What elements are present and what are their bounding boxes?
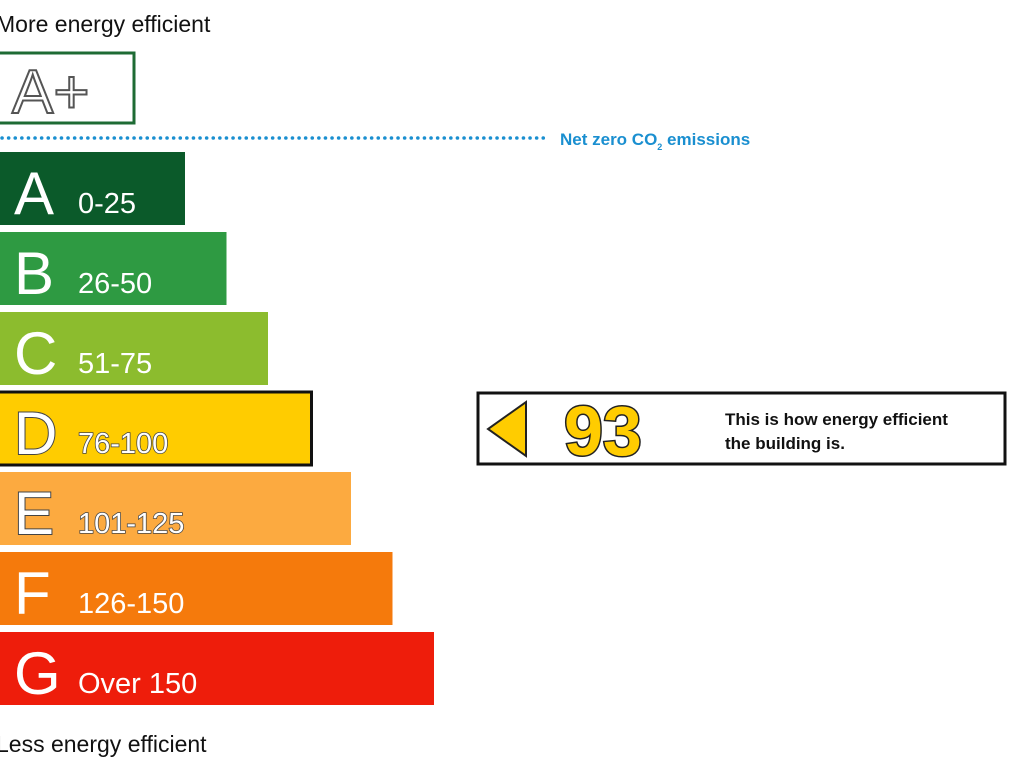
band-b-letter: B — [14, 240, 54, 307]
band-b-range: 26-50 — [78, 268, 152, 300]
band-a-range: 0-25 — [78, 188, 136, 220]
band-g-letter: G — [14, 640, 61, 707]
band-e-bar — [0, 472, 351, 545]
band-f-bar — [0, 552, 393, 625]
rating-caption-line2: the building is. — [725, 434, 845, 453]
rating-arrow-icon — [486, 400, 527, 458]
rating-indicator-box — [476, 391, 1007, 466]
band-f-range: 126-150 — [78, 588, 184, 620]
net-zero-text: Net zero CO — [560, 130, 657, 149]
band-g-bar — [0, 632, 434, 705]
band-a-letter: A — [14, 160, 54, 227]
rating-indicator: 93 This is how energy efficient the buil… — [476, 391, 1007, 472]
top-label: More energy efficient — [0, 11, 211, 37]
net-zero-subscript: 2 — [657, 142, 662, 152]
bottom-label: Less energy efficient — [0, 731, 207, 757]
band-c-range: 51-75 — [78, 348, 152, 380]
band-d-letter: D — [14, 400, 57, 467]
band-a-bar — [0, 152, 185, 225]
band-d-bar — [0, 390, 313, 467]
band-e-range: 101-125 — [78, 508, 184, 540]
band-c-letter: C — [14, 320, 57, 387]
a-plus-letter: A+ — [12, 58, 90, 127]
rating-value: 93 — [564, 392, 642, 470]
band-c-bar — [0, 312, 268, 385]
net-zero-label: Net zero CO2 emissions — [560, 130, 750, 152]
rating-bands: A 0-25 B 26-50 C 51-75 D 76-100 E 101-125 F 126-150… — [0, 152, 434, 707]
rating-caption-line1: This is how energy efficient — [725, 410, 948, 429]
band-b-bar — [0, 232, 227, 305]
band-e-letter: E — [14, 480, 54, 547]
band-g-range: Over 150 — [78, 668, 197, 700]
net-zero-tail: emissions — [662, 130, 750, 149]
a-plus-box — [0, 51, 136, 125]
band-d-range: 76-100 — [78, 428, 168, 460]
band-f-letter: F — [14, 560, 51, 627]
